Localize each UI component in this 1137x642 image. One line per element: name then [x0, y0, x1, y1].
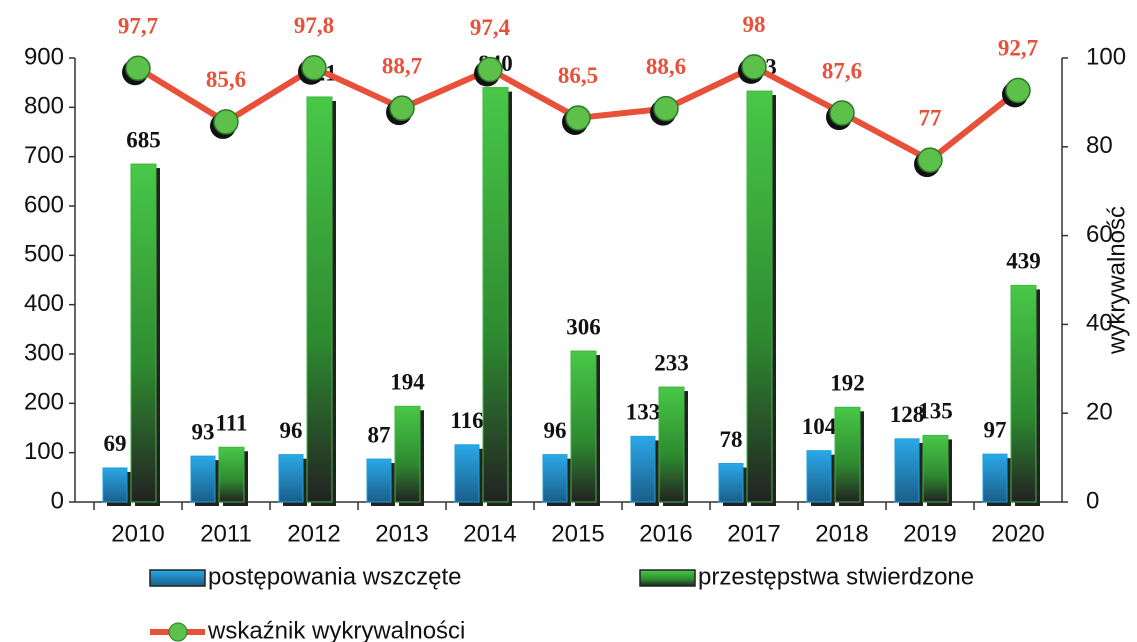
bar — [102, 467, 128, 503]
data-label: 685 — [126, 127, 161, 152]
data-label: 88,7 — [382, 53, 422, 78]
bar — [218, 446, 245, 503]
data-label: 77 — [919, 105, 942, 130]
bar — [630, 435, 656, 503]
data-label: 104 — [802, 414, 837, 439]
legend-swatch — [639, 569, 696, 587]
bar — [130, 163, 157, 503]
y2-tick-label: 80 — [1086, 132, 1113, 159]
marker — [829, 100, 855, 126]
y2-tick-label: 40 — [1086, 310, 1113, 337]
y-tick-label: 200 — [24, 389, 64, 416]
marker — [741, 54, 767, 80]
marker — [389, 95, 415, 121]
x-tick-label: 2019 — [903, 520, 956, 547]
y-tick-label: 700 — [24, 142, 64, 169]
y2-tick-label: 0 — [1086, 487, 1099, 514]
marker — [213, 109, 239, 135]
bar — [718, 463, 744, 503]
legend-label: przestępstwa stwierdzone — [698, 563, 974, 590]
data-label: 97 — [984, 417, 1007, 442]
marker — [653, 95, 679, 122]
data-label: 78 — [720, 427, 743, 452]
y2-tick-label: 100 — [1086, 43, 1126, 70]
data-label: 439 — [1006, 249, 1041, 274]
bar — [658, 386, 685, 503]
bar — [454, 444, 480, 503]
y-tick-label: 300 — [24, 339, 64, 366]
bar — [922, 434, 949, 503]
y-tick-label: 400 — [24, 290, 64, 317]
x-tick-label: 2010 — [111, 520, 164, 547]
bar — [1010, 284, 1037, 503]
data-label: 69 — [104, 431, 127, 456]
bar — [482, 87, 509, 503]
marker — [565, 105, 591, 131]
data-label: 194 — [390, 370, 425, 395]
x-tick-label: 2013 — [375, 520, 428, 547]
bar — [982, 453, 1008, 503]
x-tick-label: 2012 — [287, 520, 340, 547]
data-label: 111 — [216, 411, 248, 436]
x-tick-label: 2016 — [639, 520, 692, 547]
data-label: 128 — [890, 402, 925, 427]
data-label: 86,5 — [558, 63, 598, 88]
data-label: 87 — [368, 422, 391, 447]
x-tick-label: 2017 — [727, 520, 780, 547]
data-label: 88,6 — [646, 54, 686, 79]
data-label: 192 — [830, 371, 865, 396]
y2-tick-label: 60 — [1086, 221, 1113, 248]
data-label: 133 — [626, 400, 661, 425]
y-tick-label: 800 — [24, 93, 64, 120]
marker — [917, 147, 943, 173]
bar — [834, 406, 861, 503]
marker — [477, 56, 503, 83]
data-label: 97,4 — [470, 15, 511, 40]
x-tick-label: 2015 — [551, 520, 604, 547]
bar — [366, 458, 392, 503]
bar — [278, 454, 304, 503]
bar — [306, 96, 333, 503]
legend-swatch — [149, 569, 206, 587]
x-tick-label: 2014 — [463, 520, 516, 547]
y2-axis-title: wykrywalność — [1103, 206, 1130, 355]
data-label: 92,7 — [998, 36, 1038, 61]
data-label: 306 — [566, 314, 601, 339]
y2-tick-label: 20 — [1086, 399, 1113, 426]
y-tick-label: 600 — [24, 191, 64, 218]
data-label: 87,6 — [822, 58, 862, 83]
marker — [301, 55, 327, 81]
data-label: 85,6 — [206, 67, 246, 92]
data-label: 97,8 — [294, 13, 334, 38]
legend-label: wskaźnik wykrywalności — [207, 617, 465, 642]
y-tick-label: 900 — [24, 43, 64, 70]
data-label: 97,7 — [118, 13, 158, 38]
data-label: 98 — [743, 12, 766, 37]
data-label: 96 — [280, 418, 303, 443]
data-label: 93 — [192, 419, 215, 444]
bar — [570, 350, 597, 503]
bar — [190, 455, 216, 503]
y-tick-label: 500 — [24, 241, 64, 268]
legend-swatch — [168, 622, 188, 642]
legend-label: postępowania wszczęte — [208, 563, 461, 590]
y-tick-label: 0 — [51, 487, 64, 514]
data-label: 233 — [654, 350, 689, 375]
marker — [1005, 77, 1031, 104]
data-label: 135 — [918, 399, 953, 424]
bar — [542, 454, 568, 503]
x-tick-label: 2020 — [991, 520, 1044, 547]
data-label: 96 — [544, 418, 567, 443]
bar — [746, 90, 773, 503]
data-label: 116 — [450, 408, 483, 433]
y-tick-label: 100 — [24, 438, 64, 465]
bar — [394, 405, 421, 503]
bar — [806, 450, 832, 503]
bar — [894, 438, 920, 503]
x-tick-label: 2011 — [200, 520, 252, 547]
x-tick-label: 2018 — [815, 520, 868, 547]
marker — [125, 55, 151, 81]
